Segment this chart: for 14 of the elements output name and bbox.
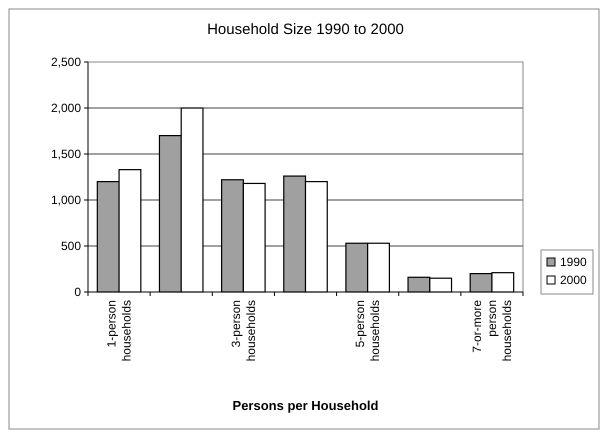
y-tick-label: 500 bbox=[60, 239, 82, 254]
y-tick-label: 2,000 bbox=[50, 101, 82, 116]
y-tick-label: 2,500 bbox=[50, 55, 82, 70]
x-tick-label: 1-person households bbox=[104, 300, 134, 362]
legend-label: 1990 bbox=[560, 255, 588, 270]
x-tick-label: 3-person households bbox=[228, 300, 258, 362]
y-tick-label: 1,500 bbox=[50, 147, 82, 162]
x-tick-label: 7-or-more person households bbox=[470, 300, 514, 362]
legend-label: 2000 bbox=[560, 273, 588, 288]
y-tick-label: 0 bbox=[74, 285, 82, 300]
x-axis-title: Persons per Household bbox=[232, 398, 379, 413]
y-tick-label: 1,000 bbox=[50, 193, 82, 208]
x-tick-label: 5-person households bbox=[353, 300, 382, 362]
chart-title: Household Size 1990 to 2000 bbox=[207, 21, 404, 38]
